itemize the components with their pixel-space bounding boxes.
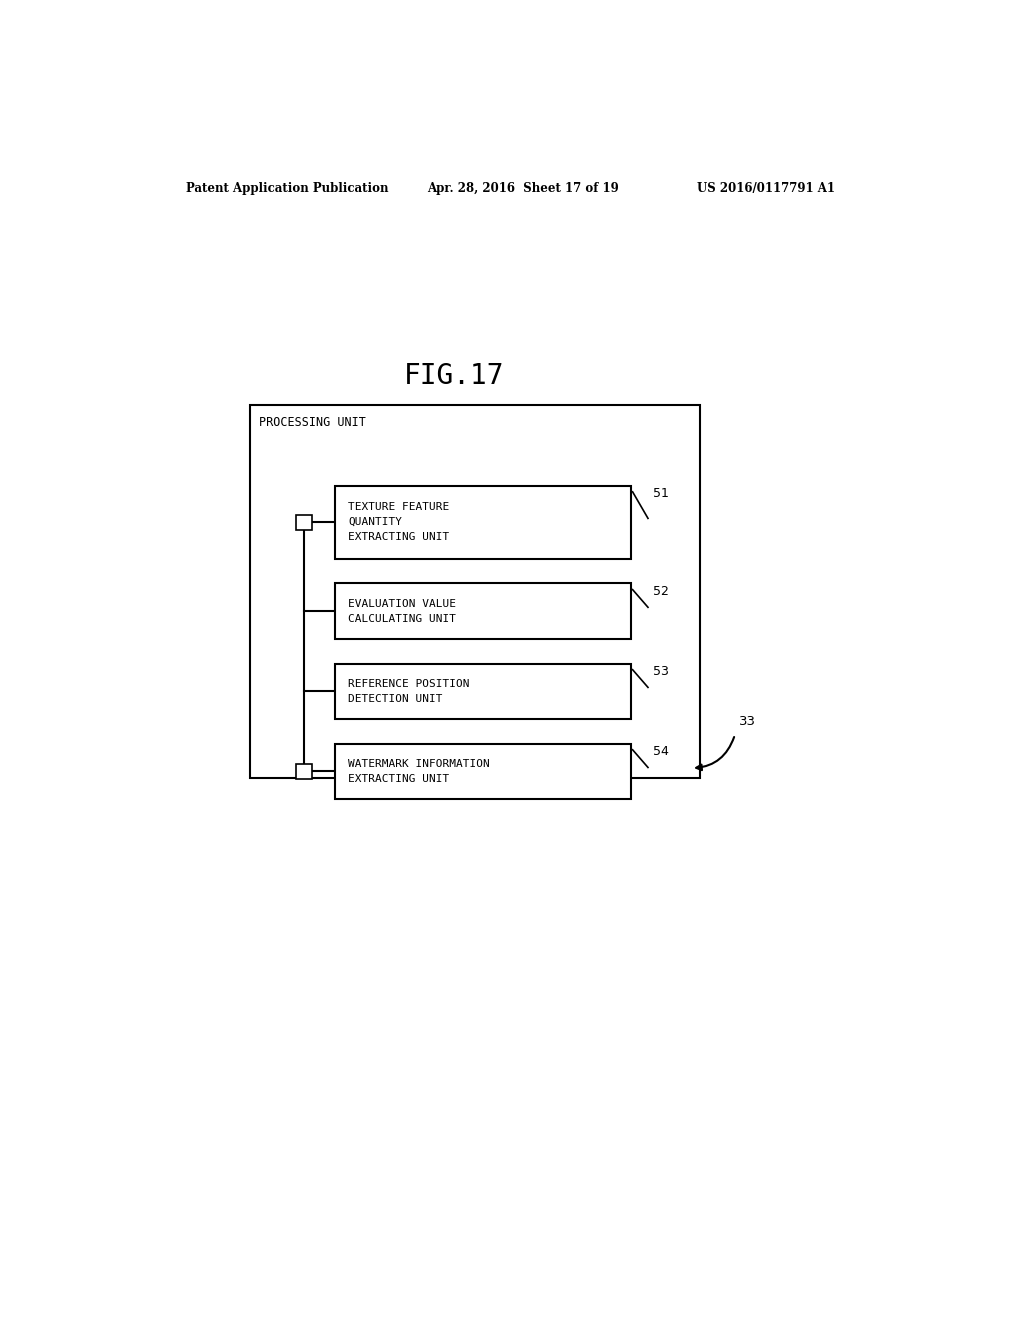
Text: 52: 52: [652, 585, 669, 598]
Bar: [335, 486, 631, 558]
Bar: [296, 763, 311, 779]
Text: PROCESSING UNIT: PROCESSING UNIT: [259, 416, 366, 429]
FancyArrowPatch shape: [696, 737, 734, 770]
Text: US 2016/0117791 A1: US 2016/0117791 A1: [696, 182, 835, 194]
Text: FIG.17: FIG.17: [403, 363, 504, 391]
Text: REFERENCE POSITION
DETECTION UNIT: REFERENCE POSITION DETECTION UNIT: [348, 678, 470, 704]
Text: 33: 33: [739, 715, 756, 729]
Text: WATERMARK INFORMATION
EXTRACTING UNIT: WATERMARK INFORMATION EXTRACTING UNIT: [348, 759, 490, 784]
Bar: [296, 515, 311, 529]
Bar: [250, 405, 700, 779]
Text: Patent Application Publication: Patent Application Publication: [186, 182, 388, 194]
Bar: [335, 664, 631, 719]
Text: EVALUATION VALUE
CALCULATING UNIT: EVALUATION VALUE CALCULATING UNIT: [348, 599, 457, 623]
Text: 51: 51: [652, 487, 669, 500]
Text: Apr. 28, 2016  Sheet 17 of 19: Apr. 28, 2016 Sheet 17 of 19: [427, 182, 618, 194]
Bar: [335, 583, 631, 639]
Text: TEXTURE FEATURE
QUANTITY
EXTRACTING UNIT: TEXTURE FEATURE QUANTITY EXTRACTING UNIT: [348, 503, 450, 543]
Text: 54: 54: [652, 744, 669, 758]
Bar: [335, 743, 631, 799]
Text: 53: 53: [652, 665, 669, 678]
